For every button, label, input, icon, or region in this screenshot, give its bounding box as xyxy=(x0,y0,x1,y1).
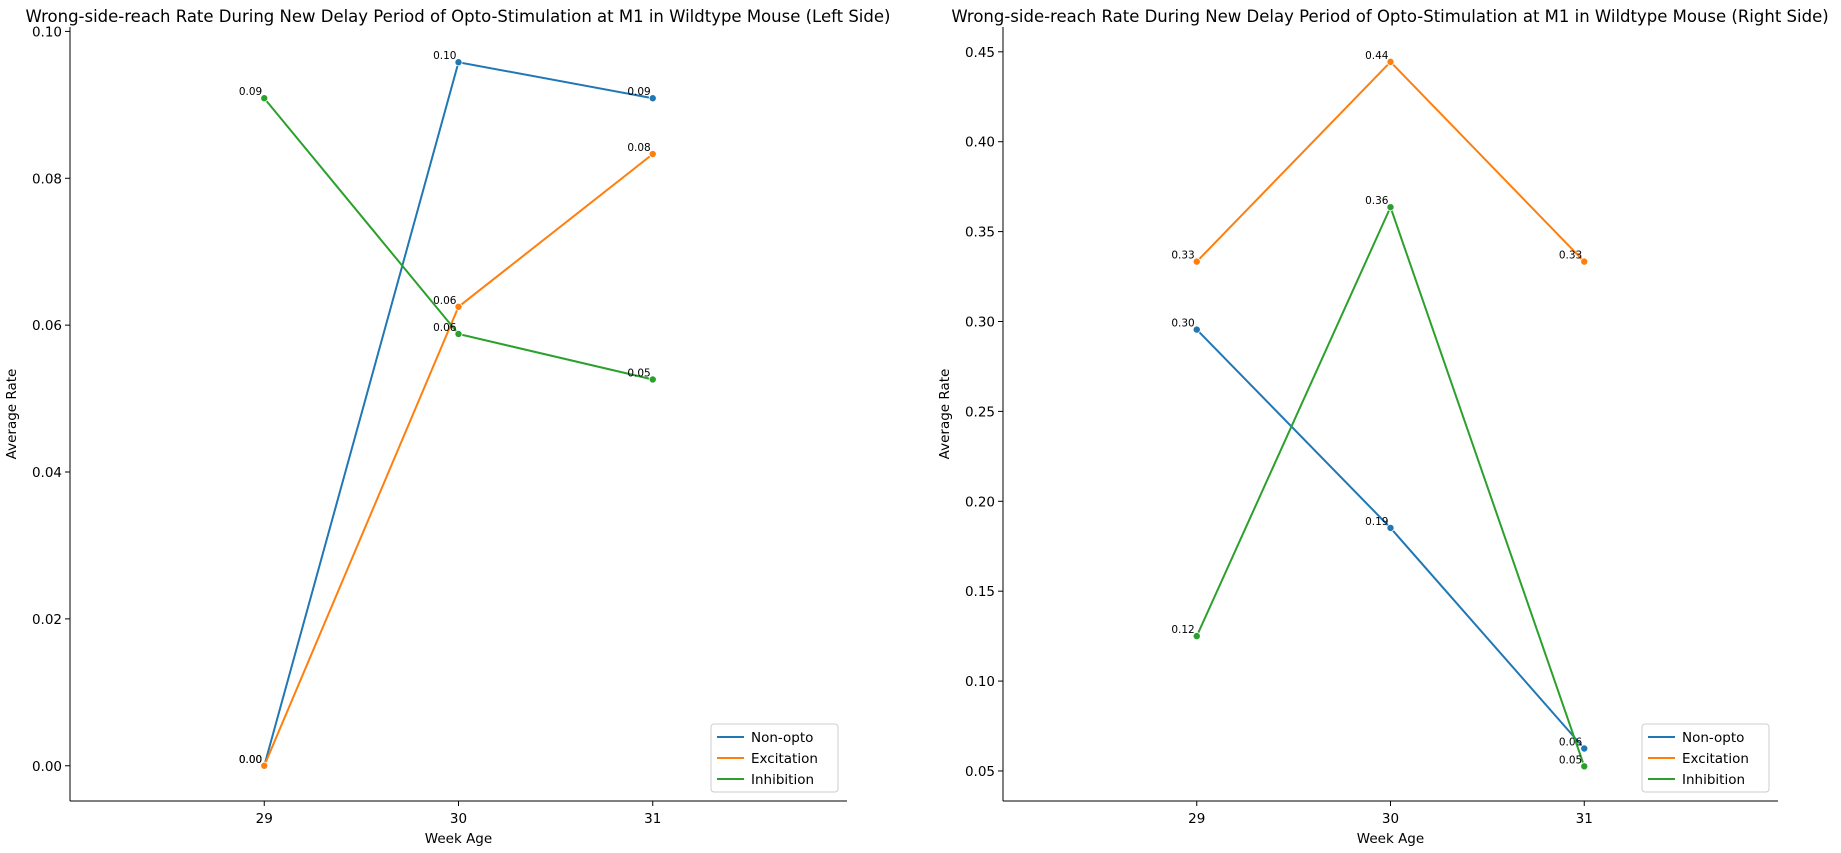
y-tick-label: 0.06 xyxy=(32,318,62,334)
x-axis-label: Week Age xyxy=(1357,831,1424,847)
y-axis-label: Average Rate xyxy=(937,369,953,460)
data-point xyxy=(260,94,269,103)
y-tick-label: 0.45 xyxy=(965,45,995,61)
series-line xyxy=(1196,60,1585,263)
data-label: 0.33 xyxy=(1171,250,1194,262)
series-inhibition: 0.09 0.06 0.05 xyxy=(239,86,657,384)
series-non-opto: 0.00 0.10 0.09 xyxy=(239,50,657,770)
y-tick-label: 0.30 xyxy=(965,314,995,330)
data-label: 0.06 xyxy=(433,295,457,307)
data-point xyxy=(1386,523,1395,532)
y-tick-label: 0.40 xyxy=(965,135,995,151)
y-tick-label: 0.25 xyxy=(965,404,995,420)
data-label: 0.10 xyxy=(433,50,456,62)
series-non-opto: 0.30 0.19 0.06 xyxy=(1171,318,1589,753)
data-label: 0.33 xyxy=(1559,250,1582,262)
x-tick-label: 30 xyxy=(450,811,467,827)
data-label: 0.36 xyxy=(1365,195,1389,207)
legend-entry: Excitation xyxy=(1682,751,1749,767)
y-axis-label: Average Rate xyxy=(4,369,20,460)
x-tick-label: 29 xyxy=(256,811,273,827)
data-point xyxy=(1192,325,1201,334)
legend-entry: Non-opto xyxy=(1682,730,1744,746)
data-label: 0.05 xyxy=(627,367,650,379)
x-tick-label: 30 xyxy=(1382,811,1399,827)
data-point xyxy=(648,375,657,384)
data-label: 0.12 xyxy=(1171,624,1194,636)
y-tick-label: 0.05 xyxy=(965,764,995,780)
data-point xyxy=(1580,257,1589,266)
data-point xyxy=(260,761,269,770)
data-label: 0.06 xyxy=(1559,737,1583,749)
legend: Non-opto Excitation Inhibition xyxy=(710,723,839,793)
data-label: 0.08 xyxy=(627,142,650,154)
data-point xyxy=(1192,632,1201,641)
data-point xyxy=(1580,762,1589,771)
data-point xyxy=(454,329,463,338)
data-point xyxy=(1580,744,1589,753)
legend-entry: Inhibition xyxy=(751,772,814,788)
chart-title: Wrong-side-reach Rate During New Delay P… xyxy=(26,7,891,26)
legend-entry: Non-opto xyxy=(751,730,813,746)
y-tick-label: 0.10 xyxy=(965,674,995,690)
x-tick-label: 29 xyxy=(1188,811,1205,827)
data-label: 0.19 xyxy=(1365,516,1388,528)
y-tick-label: 0.02 xyxy=(32,612,62,628)
data-label: 0.05 xyxy=(1559,754,1582,766)
y-tick-label: 0.15 xyxy=(965,584,995,600)
data-point xyxy=(648,150,657,159)
y-tick-label: 0.04 xyxy=(32,465,62,481)
x-tick-label: 31 xyxy=(1576,811,1593,827)
x-tick-label: 31 xyxy=(644,811,661,827)
legend-box xyxy=(1641,723,1770,793)
data-point xyxy=(454,58,463,67)
legend: Non-opto Excitation Inhibition xyxy=(1641,723,1770,793)
data-label: 0.30 xyxy=(1171,318,1194,330)
data-label: 0.09 xyxy=(627,86,650,98)
legend-box xyxy=(710,723,839,793)
data-point xyxy=(648,94,657,103)
legend-entry: Excitation xyxy=(751,751,818,767)
series-line xyxy=(1196,328,1586,750)
series-excitation: 0.00 0.06 0.08 xyxy=(239,142,657,770)
y-tick-label: 0.00 xyxy=(32,759,62,775)
data-point xyxy=(1192,257,1201,266)
legend-entry: Inhibition xyxy=(1682,772,1745,788)
data-label: 0.09 xyxy=(239,86,262,98)
chart-title: Wrong-side-reach Rate During New Delay P… xyxy=(951,7,1828,26)
data-point xyxy=(1386,57,1395,66)
data-label: 0.00 xyxy=(239,754,262,766)
chart-right: Wrong-side-reach Rate During New Delay P… xyxy=(937,7,1829,847)
x-axis-label: Week Age xyxy=(425,831,492,847)
data-point xyxy=(454,302,463,311)
data-point xyxy=(1386,203,1395,212)
y-tick-label: 0.20 xyxy=(965,494,995,510)
data-label: 0.00 xyxy=(239,754,262,766)
series-inhibition: 0.12 0.36 0.05 xyxy=(1171,195,1589,771)
data-label: 0.44 xyxy=(1365,50,1389,62)
data-label: 0.06 xyxy=(433,322,457,334)
series-excitation: 0.33 0.44 0.33 xyxy=(1171,50,1589,266)
y-tick-label: 0.08 xyxy=(32,171,62,187)
y-tick-label: 0.10 xyxy=(32,24,62,40)
series-line xyxy=(263,153,654,767)
chart-left: Wrong-side-reach Rate During New Delay P… xyxy=(4,7,890,847)
y-tick-label: 0.35 xyxy=(965,225,995,241)
